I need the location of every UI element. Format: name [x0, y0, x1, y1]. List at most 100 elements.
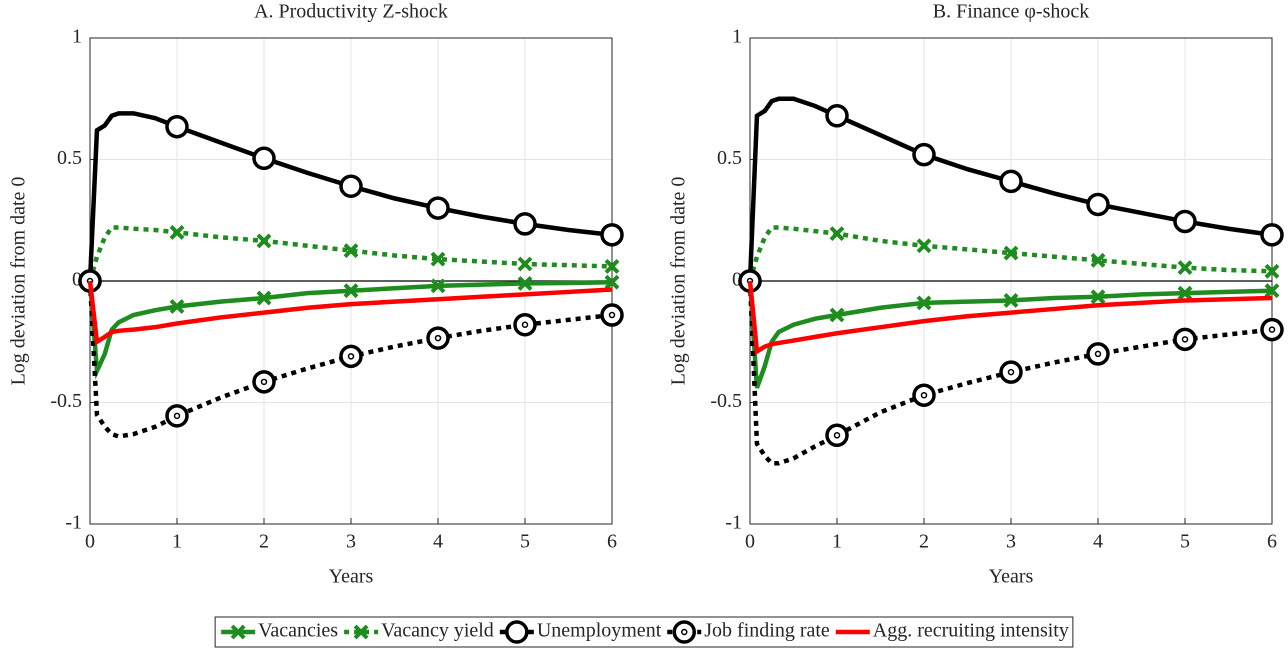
- x-tick-label: 4: [1093, 531, 1103, 553]
- legend-item: Vacancy yield: [344, 620, 494, 642]
- marker-ring: [1173, 327, 1197, 352]
- marker-circle: [999, 169, 1023, 194]
- marker-x: [916, 295, 932, 311]
- marker-ring: [600, 223, 624, 247]
- marker-circle: [1260, 317, 1284, 342]
- legend-item: Vacancies: [221, 620, 338, 642]
- x-tick-label: 3: [1006, 531, 1016, 553]
- marker-circle: [165, 404, 189, 428]
- marker-circle: [912, 383, 936, 407]
- marker-x: [916, 238, 932, 254]
- marker-ring: [672, 620, 697, 644]
- marker-circle: [825, 104, 849, 128]
- marker-circle: [339, 344, 363, 369]
- marker-x: [517, 256, 533, 272]
- marker-x: [169, 299, 185, 314]
- marker-x: [1264, 283, 1280, 299]
- marker-ring: [1260, 223, 1284, 247]
- marker-x: [1177, 260, 1193, 276]
- y-tick-label: 0.5: [57, 147, 82, 169]
- x-tick-label: 0: [745, 531, 755, 553]
- marker-circle: [1086, 342, 1110, 366]
- y-axis-label: Log deviation from date 0: [668, 177, 690, 386]
- legend-label: Agg. recruiting intensity: [873, 620, 1069, 642]
- marker-ring: [339, 174, 363, 198]
- y-tick-label: 0: [72, 269, 82, 291]
- series-line: [87, 280, 613, 439]
- marker-ring: [505, 620, 529, 644]
- y-tick-label: 1: [732, 26, 742, 48]
- legend-item: Unemployment: [499, 620, 662, 644]
- marker-dot: [920, 391, 928, 399]
- marker-dot: [434, 334, 442, 342]
- x-tick-label: 0: [85, 531, 95, 553]
- marker-ring: [825, 423, 849, 448]
- marker-ring: [1086, 192, 1110, 217]
- marker-dot: [347, 353, 355, 360]
- marker-ring: [825, 104, 849, 128]
- marker-dot: [833, 432, 841, 439]
- marker-ring: [999, 360, 1023, 384]
- marker-circle: [1260, 223, 1284, 247]
- marker-x: [604, 259, 620, 274]
- marker-x: [1090, 289, 1106, 305]
- marker-ring: [1173, 209, 1197, 234]
- x-axis-label: Years: [989, 566, 1034, 588]
- marker-dot: [1007, 368, 1015, 376]
- series-line: [87, 280, 613, 346]
- series-line: [747, 280, 1273, 466]
- legend-item: Job finding rate: [667, 620, 830, 644]
- x-tick-label: 1: [832, 531, 842, 553]
- x-axis-label: Years: [329, 566, 374, 588]
- marker-x: [1177, 285, 1193, 301]
- marker-circle: [1173, 327, 1197, 352]
- marker-ring: [600, 303, 624, 327]
- marker-x: [1090, 252, 1106, 268]
- marker-circle: [600, 303, 624, 327]
- legend-label: Vacancies: [258, 620, 338, 642]
- marker-x: [230, 624, 246, 640]
- marker-circle: [165, 114, 189, 139]
- y-tick-label: 0.5: [717, 147, 742, 169]
- y-tick-label: -0.5: [50, 390, 82, 412]
- y-axis-label: Log deviation from date 0: [8, 177, 30, 386]
- marker-dot: [260, 378, 268, 386]
- marker-x: [343, 243, 359, 259]
- marker-x: [430, 278, 446, 294]
- marker-x: [1003, 293, 1019, 308]
- marker-circle: [999, 360, 1023, 384]
- y-tick-label: 1: [72, 26, 82, 48]
- marker-ring: [912, 383, 936, 407]
- x-tick-label: 4: [433, 531, 443, 553]
- marker-x: [256, 290, 272, 306]
- marker-circle: [912, 142, 936, 167]
- marker-dot: [608, 311, 616, 319]
- x-tick-label: 6: [607, 531, 617, 553]
- legend-label: Unemployment: [537, 620, 662, 642]
- marker-circle: [513, 212, 537, 236]
- marker-circle: [426, 326, 450, 350]
- marker-circle: [825, 423, 849, 448]
- marker-ring: [165, 404, 189, 428]
- marker-x: [353, 624, 369, 640]
- marker-x: [829, 226, 845, 242]
- x-tick-label: 2: [259, 531, 269, 553]
- marker-ring: [426, 326, 450, 350]
- y-tick-label: -1: [725, 512, 742, 534]
- y-tick-label: -1: [65, 512, 82, 534]
- marker-circle: [672, 620, 697, 644]
- chart-title: A. Productivity Z-shock: [254, 1, 448, 23]
- marker-x: [829, 307, 845, 323]
- x-tick-label: 6: [1267, 531, 1277, 553]
- legend-item: Agg. recruiting intensity: [835, 620, 1069, 642]
- legend: Vacancies Vacancy yield Unemployment Job fi…: [214, 616, 1074, 648]
- marker-x: [343, 283, 359, 299]
- marker-dot: [681, 628, 688, 636]
- marker-x: [604, 274, 620, 290]
- x-tick-label: 3: [346, 531, 356, 553]
- series-line: [747, 96, 1273, 282]
- marker-circle: [513, 312, 537, 337]
- marker-ring: [513, 212, 537, 236]
- x-tick-label: 1: [172, 531, 182, 553]
